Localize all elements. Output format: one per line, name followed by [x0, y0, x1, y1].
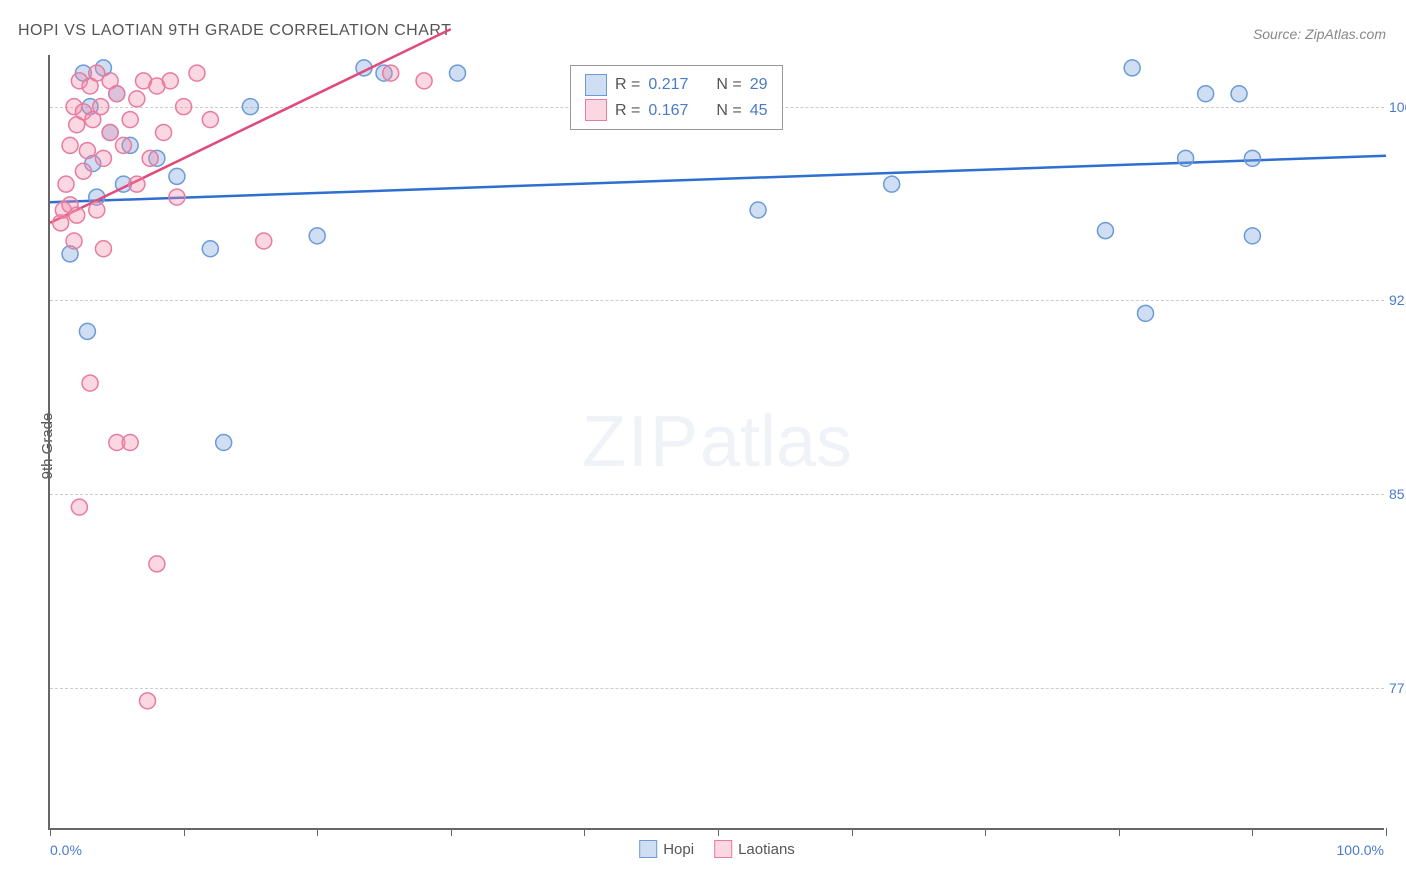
x-tick — [451, 828, 452, 836]
data-point-hopi — [1138, 305, 1154, 321]
y-tick-label: 85.0% — [1389, 486, 1406, 502]
data-point-hopi — [169, 168, 185, 184]
data-point-laotians — [256, 233, 272, 249]
y-tick-label: 77.5% — [1389, 680, 1406, 696]
series-swatch — [639, 840, 657, 858]
data-point-laotians — [95, 241, 111, 257]
series-legend: Hopi Laotians — [639, 840, 795, 858]
data-point-laotians — [162, 73, 178, 89]
data-point-hopi — [1178, 150, 1194, 166]
data-point-laotians — [58, 176, 74, 192]
legend-swatch — [585, 99, 607, 121]
data-point-laotians — [122, 435, 138, 451]
data-point-laotians — [69, 207, 85, 223]
series-legend-item: Hopi — [639, 840, 694, 858]
data-point-laotians — [202, 112, 218, 128]
legend-n-label: N = — [716, 72, 741, 98]
data-point-hopi — [1244, 150, 1260, 166]
legend-row: R = 0.217 N = 29 — [585, 72, 768, 98]
legend-r-label: R = — [615, 98, 640, 124]
data-point-laotians — [109, 86, 125, 102]
x-tick — [985, 828, 986, 836]
data-point-laotians — [89, 202, 105, 218]
series-label: Hopi — [663, 841, 694, 858]
x-tick — [317, 828, 318, 836]
data-point-laotians — [156, 125, 172, 141]
scatter-svg — [50, 55, 1384, 828]
x-tick — [1119, 828, 1120, 836]
legend-r-value: 0.217 — [648, 72, 688, 98]
data-point-laotians — [66, 233, 82, 249]
data-point-laotians — [169, 189, 185, 205]
data-point-laotians — [149, 556, 165, 572]
legend-row: R = 0.167 N = 45 — [585, 98, 768, 124]
legend-r-label: R = — [615, 72, 640, 98]
x-tick — [852, 828, 853, 836]
data-point-laotians — [129, 91, 145, 107]
x-tick — [1252, 828, 1253, 836]
plot-area: ZIPatlas 77.5%85.0%92.5%100.0% R =0.217N… — [48, 55, 1384, 830]
x-tick — [584, 828, 585, 836]
correlation-legend: R = 0.217 N = 29 R = 0.167 N = 45 — [570, 65, 783, 130]
source-label: Source: ZipAtlas.com — [1253, 26, 1386, 42]
data-point-laotians — [102, 125, 118, 141]
y-tick-label: 100.0% — [1389, 99, 1406, 115]
data-point-hopi — [242, 99, 258, 115]
data-point-hopi — [1198, 86, 1214, 102]
data-point-hopi — [216, 435, 232, 451]
series-label: Laotians — [738, 841, 795, 858]
x-min-label: 0.0% — [50, 842, 82, 858]
x-tick — [718, 828, 719, 836]
data-point-hopi — [750, 202, 766, 218]
x-tick — [1386, 828, 1387, 836]
legend-swatch — [585, 74, 607, 96]
data-point-laotians — [142, 150, 158, 166]
data-point-hopi — [1124, 60, 1140, 76]
x-tick — [50, 828, 51, 836]
data-point-hopi — [202, 241, 218, 257]
legend-n-label: N = — [716, 98, 741, 124]
data-point-hopi — [1244, 228, 1260, 244]
data-point-laotians — [140, 693, 156, 709]
data-point-laotians — [75, 163, 91, 179]
data-point-laotians — [115, 137, 131, 153]
x-max-label: 100.0% — [1337, 842, 1384, 858]
data-point-hopi — [449, 65, 465, 81]
x-tick — [184, 828, 185, 836]
data-point-laotians — [95, 150, 111, 166]
data-point-laotians — [416, 73, 432, 89]
legend-r-value: 0.167 — [648, 98, 688, 124]
y-tick-label: 92.5% — [1389, 292, 1406, 308]
data-point-hopi — [884, 176, 900, 192]
data-point-hopi — [309, 228, 325, 244]
data-point-hopi — [1231, 86, 1247, 102]
chart-title: HOPI VS LAOTIAN 9TH GRADE CORRELATION CH… — [18, 22, 451, 40]
data-point-laotians — [129, 176, 145, 192]
data-point-laotians — [82, 375, 98, 391]
data-point-hopi — [79, 323, 95, 339]
data-point-laotians — [176, 99, 192, 115]
data-point-hopi — [1097, 223, 1113, 239]
legend-n-value: 29 — [750, 72, 768, 98]
data-point-laotians — [122, 112, 138, 128]
series-swatch — [714, 840, 732, 858]
data-point-laotians — [93, 99, 109, 115]
data-point-laotians — [79, 143, 95, 159]
series-legend-item: Laotians — [714, 840, 795, 858]
data-point-laotians — [62, 137, 78, 153]
data-point-laotians — [71, 499, 87, 515]
data-point-laotians — [383, 65, 399, 81]
legend-n-value: 45 — [750, 98, 768, 124]
data-point-laotians — [189, 65, 205, 81]
